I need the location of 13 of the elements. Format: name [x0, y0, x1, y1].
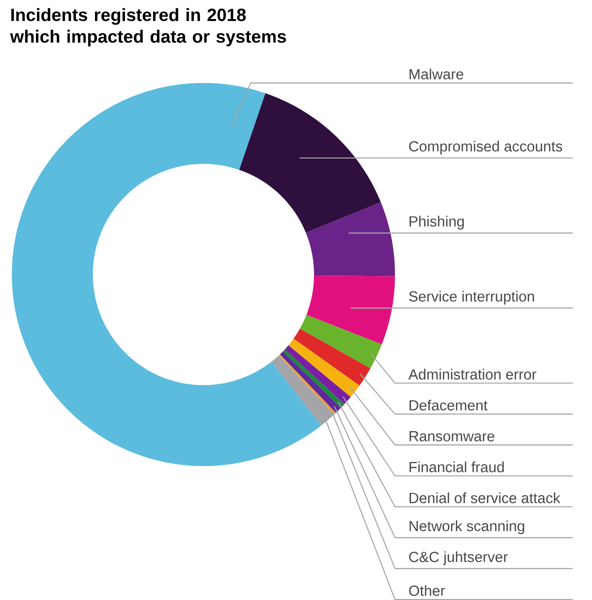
slice-label: Financial fraud — [409, 462, 504, 472]
slice-label: C&C juhtserver — [408, 551, 508, 566]
slice-label: Denial of service attack — [409, 492, 560, 504]
slice-label: Network scanning — [409, 520, 524, 534]
slice-label: Phishing — [409, 216, 464, 230]
slice-label: Malware — [409, 68, 464, 80]
slice-label: Defacement — [409, 400, 488, 410]
slice-label: Ransomware — [409, 431, 494, 442]
slice-label: Service interruption — [408, 290, 534, 305]
chart-title: Incidents registered in 2018 which impacted data or systems — [10, 8, 286, 46]
slice-label: Administration error — [408, 368, 536, 380]
slice-label: Compromised accounts — [408, 140, 562, 154]
slice-label: Other — [408, 585, 445, 596]
